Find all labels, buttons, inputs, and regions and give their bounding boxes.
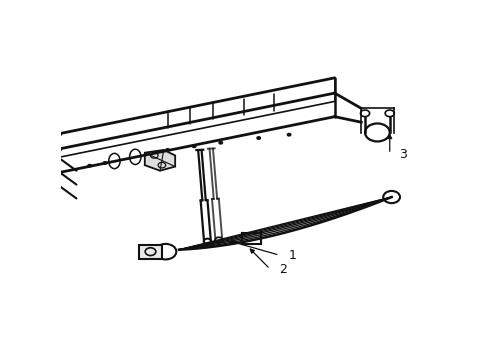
Ellipse shape — [129, 149, 141, 165]
Circle shape — [257, 136, 261, 139]
Text: 3: 3 — [399, 148, 407, 161]
Circle shape — [166, 149, 170, 151]
Ellipse shape — [109, 153, 120, 168]
Text: 1: 1 — [289, 249, 297, 262]
Circle shape — [88, 164, 92, 167]
Polygon shape — [145, 150, 175, 171]
Circle shape — [219, 141, 222, 144]
Circle shape — [287, 133, 291, 136]
Circle shape — [103, 162, 107, 164]
Circle shape — [145, 248, 156, 256]
Circle shape — [192, 145, 196, 148]
Text: 2: 2 — [280, 262, 288, 276]
FancyBboxPatch shape — [139, 245, 163, 258]
